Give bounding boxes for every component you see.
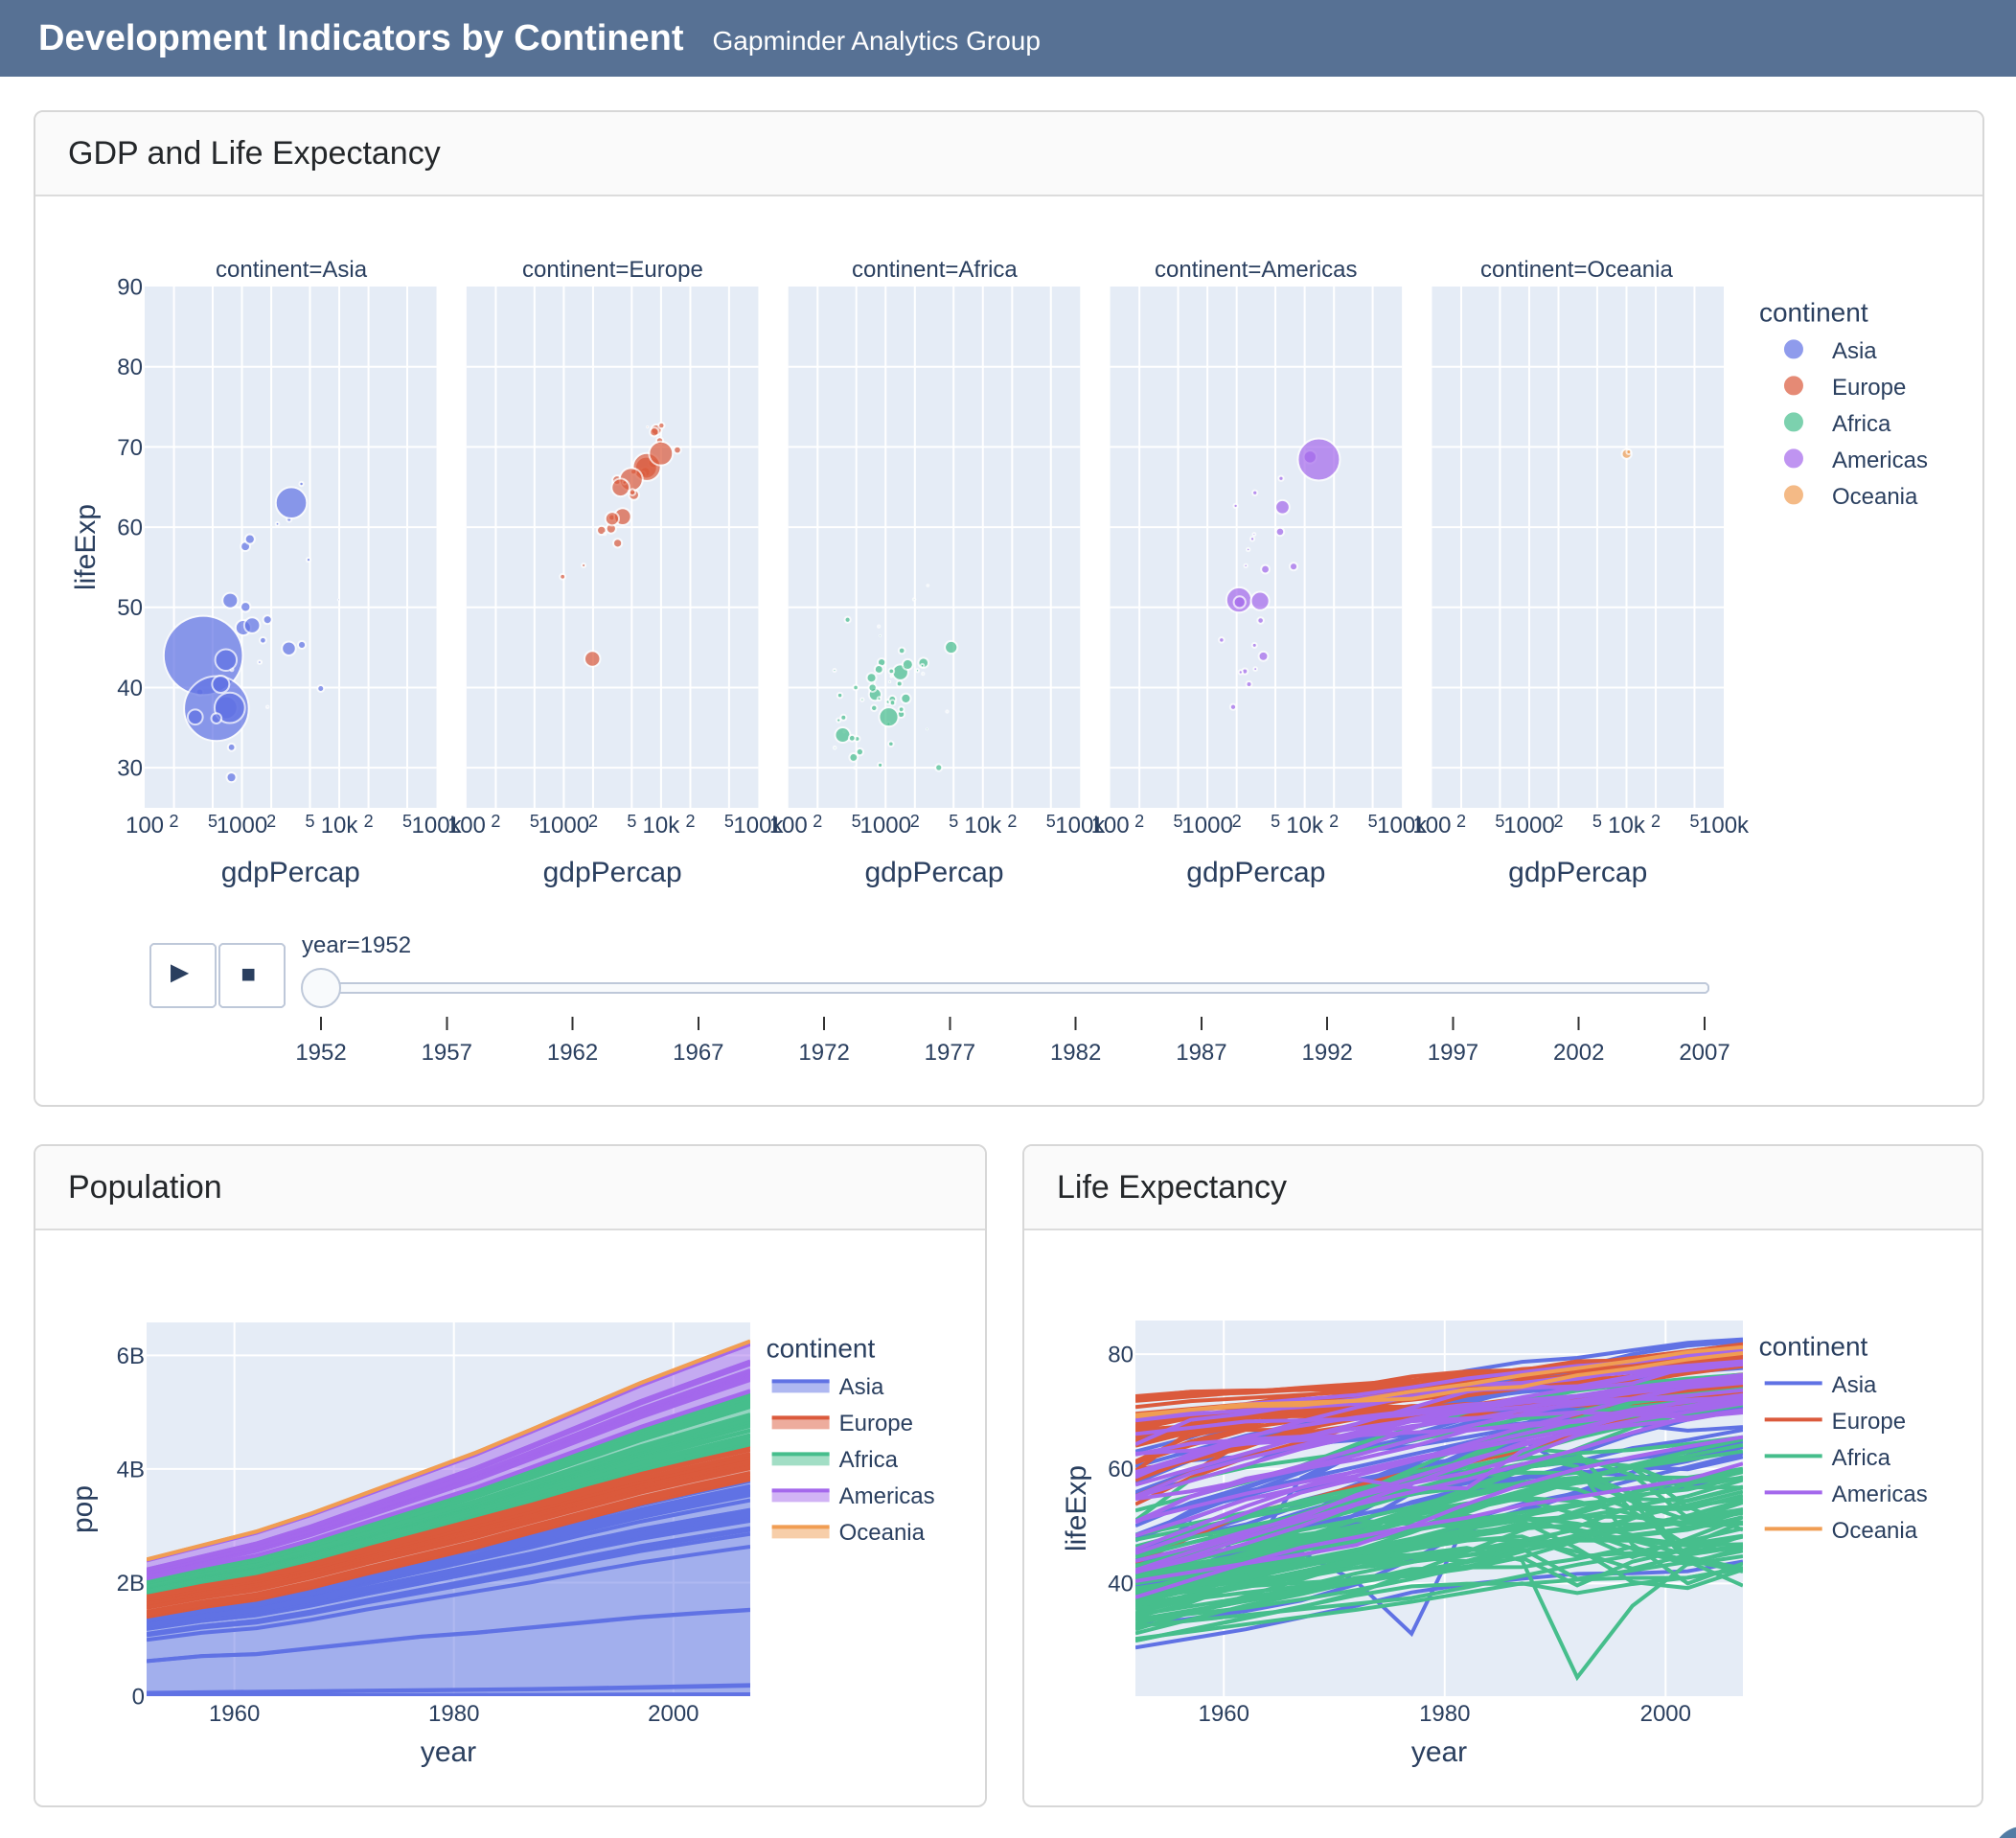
- svg-text:Oceania: Oceania: [1832, 1518, 1918, 1544]
- svg-text:Americas: Americas: [1832, 1482, 1928, 1507]
- svg-text:continent=Oceania: continent=Oceania: [1480, 257, 1673, 283]
- svg-text:Asia: Asia: [839, 1374, 884, 1400]
- svg-text:lifeExp: lifeExp: [1061, 1465, 1092, 1551]
- svg-text:continent: continent: [1759, 297, 1868, 327]
- svg-text:continent=Europe: continent=Europe: [522, 257, 703, 283]
- svg-text:continent: continent: [767, 1333, 876, 1363]
- svg-text:Oceania: Oceania: [1832, 484, 1918, 510]
- svg-text:Europe: Europe: [839, 1411, 913, 1436]
- svg-text:gdpPercap: gdpPercap: [1186, 857, 1325, 888]
- svg-text:continent: continent: [1759, 1331, 1868, 1361]
- svg-text:Africa: Africa: [1832, 1445, 1891, 1471]
- svg-text:Europe: Europe: [1832, 1409, 1906, 1435]
- svg-text:Europe: Europe: [1832, 375, 1906, 401]
- svg-text:year: year: [421, 1736, 476, 1768]
- svg-text:year=1952: year=1952: [302, 932, 411, 958]
- svg-text:continent=Americas: continent=Americas: [1155, 257, 1357, 283]
- svg-text:■: ■: [241, 959, 256, 988]
- svg-text:gdpPercap: gdpPercap: [1508, 857, 1647, 888]
- svg-text:Americas: Americas: [839, 1483, 935, 1509]
- svg-text:continent=Asia: continent=Asia: [216, 257, 368, 283]
- svg-text:►: ►: [165, 954, 195, 989]
- svg-text:continent=Africa: continent=Africa: [852, 257, 1018, 283]
- svg-text:lifeExp: lifeExp: [70, 504, 102, 590]
- svg-text:gdpPercap: gdpPercap: [543, 857, 682, 888]
- svg-text:Africa: Africa: [1832, 411, 1891, 437]
- svg-text:Americas: Americas: [1832, 448, 1928, 473]
- svg-text:Oceania: Oceania: [839, 1520, 926, 1546]
- svg-text:Asia: Asia: [1832, 1372, 1877, 1398]
- svg-text:Asia: Asia: [1832, 338, 1877, 364]
- svg-text:gdpPercap: gdpPercap: [864, 857, 1003, 888]
- svg-text:Africa: Africa: [839, 1447, 899, 1473]
- svg-text:pop: pop: [67, 1485, 99, 1533]
- svg-text:gdpPercap: gdpPercap: [221, 857, 360, 888]
- svg-text:year: year: [1411, 1736, 1467, 1768]
